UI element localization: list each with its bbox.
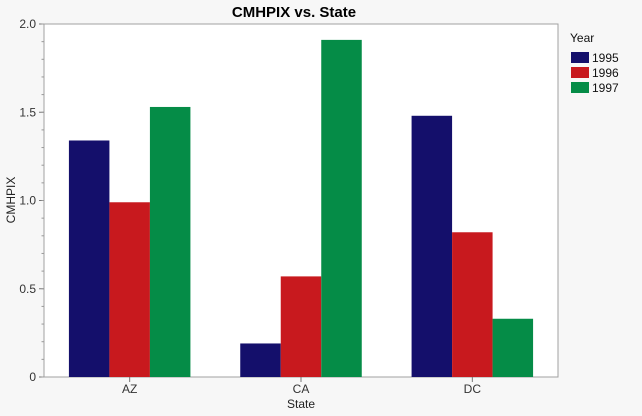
x-tick-label: CA [293, 382, 310, 396]
bar-az-1997 [149, 106, 191, 377]
y-tick-label: 0 [29, 370, 36, 384]
y-tick-label: 2.0 [19, 17, 36, 31]
y-axis-title: CMHPIX [4, 177, 18, 224]
bars-group [68, 39, 534, 377]
legend-label-1995: 1995 [592, 51, 619, 65]
x-tick-label: AZ [122, 382, 137, 396]
bar-ca-1995 [240, 343, 281, 377]
bar-dc-1997 [492, 318, 534, 377]
bar-dc-1995 [411, 115, 453, 377]
legend-swatch-1996 [571, 67, 589, 78]
legend-label-1996: 1996 [592, 66, 619, 80]
y-tick-label: 1.0 [19, 194, 36, 208]
bar-ca-1997 [321, 39, 362, 377]
bar-dc-1996 [452, 232, 493, 377]
y-axis: 0 0.5 1.0 1.5 2.0 [19, 17, 44, 384]
legend-swatch-1997 [571, 82, 589, 93]
legend-swatch-1995 [571, 52, 589, 63]
chart-title: CMHPIX vs. State [232, 4, 356, 21]
x-tick-label: DC [464, 382, 482, 396]
y-tick-label: 0.5 [19, 282, 36, 296]
legend-label-1997: 1997 [592, 81, 619, 95]
y-tick-label: 1.5 [19, 105, 36, 119]
legend-title: Year [570, 31, 594, 45]
bar-az-1996 [109, 202, 150, 377]
x-axis-title: State [287, 397, 315, 411]
bar-az-1995 [68, 140, 110, 377]
x-axis: AZ CA DC [122, 377, 481, 396]
bar-ca-1996 [280, 276, 322, 377]
